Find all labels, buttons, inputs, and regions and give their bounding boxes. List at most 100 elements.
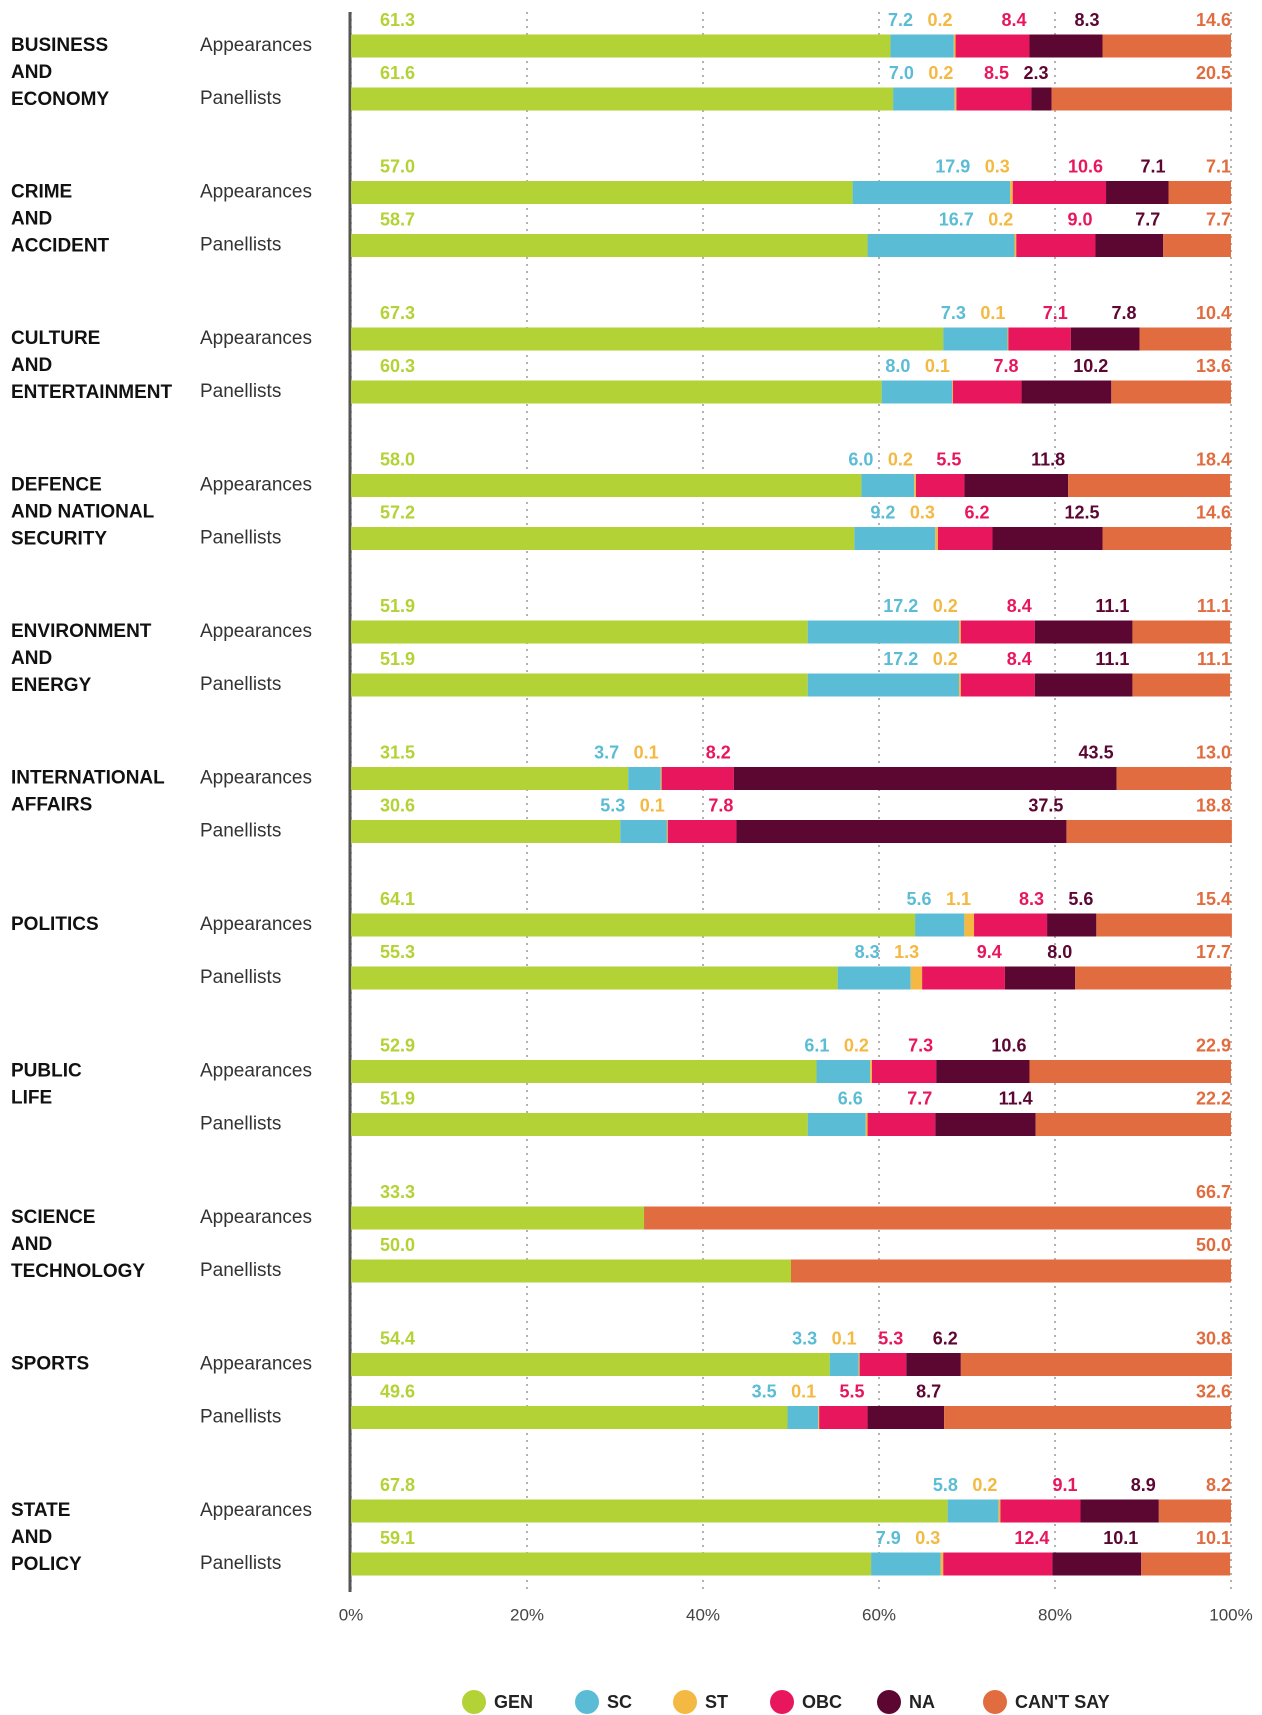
value-label: 11.8 [1031,449,1065,469]
category-label: Appearances [200,621,312,642]
bar-segment [351,527,855,550]
bar-segment [351,1113,808,1136]
bar-segment [893,87,955,111]
value-label: 61.6 [380,63,415,83]
value-label: 0.2 [844,1035,869,1055]
bar-segment [861,474,915,497]
category-label: Appearances [200,1354,312,1375]
value-label: 5.3 [878,1328,903,1348]
bar-segment [667,820,737,843]
category-label: Panellists [200,381,281,402]
group-label: AFFAIRS [11,795,92,816]
group-label: LIFE [11,1088,52,1109]
group-label: ACCIDENT [11,236,110,257]
value-label: 18.4 [1196,449,1231,469]
bar-segment [940,1552,944,1576]
bar-segment [944,1406,1231,1429]
category-label: Panellists [200,821,281,842]
bar-segment [351,1353,830,1376]
legend-swatch [770,1690,794,1714]
value-label: 59.1 [380,1528,415,1548]
bar-segment [956,87,1032,111]
bar-segment [787,1406,819,1429]
bar-segment [1034,673,1133,697]
group-label: POLITICS [11,914,99,935]
bar-segment [953,34,956,58]
value-label: 0.2 [933,649,958,669]
legend-swatch [983,1690,1007,1714]
category-label: Appearances [200,475,312,496]
value-label: 7.1 [1140,156,1165,176]
category-label: Appearances [200,1207,312,1228]
group-label: ENERGY [11,675,92,696]
group-label: STATE [11,1500,70,1521]
bar-segment [867,1406,945,1429]
value-label: 58.7 [380,209,415,229]
group-label: CULTURE [11,328,100,349]
bar-segment [1010,181,1013,204]
legend-label: ST [705,1692,728,1712]
bar-segment [351,34,891,58]
value-label: 7.1 [1206,156,1231,176]
bar-segment [807,1113,866,1136]
value-label: 49.6 [380,1381,415,1401]
bar-segment [955,34,1030,58]
bar-segment [952,380,1022,404]
value-label: 6.1 [804,1035,829,1055]
bar-segment [881,380,953,404]
legend-swatch [462,1690,486,1714]
bar-segment [1047,913,1097,937]
bar-segment [974,913,1048,937]
category-label: Appearances [200,35,312,56]
value-label: 0.1 [925,356,950,376]
value-label: 8.5 [984,63,1009,83]
bar-segment [914,474,916,497]
bar-segment [871,1060,937,1083]
value-label: 32.6 [1196,1381,1231,1401]
value-label: 22.9 [1196,1035,1231,1055]
group-label: SECURITY [11,529,107,550]
value-label: 1.1 [946,889,971,909]
value-label: 7.0 [889,63,914,83]
bar-segment [1066,820,1232,843]
value-label: 7.8 [708,795,733,815]
bar-segment [1116,767,1231,790]
bar-segment [1012,181,1107,204]
bar-segment [1051,87,1232,111]
value-label: 8.3 [1074,10,1099,30]
group-label: AND [11,209,52,230]
group-label: AND NATIONAL [11,502,155,523]
value-label: 6.2 [964,502,989,522]
group-label: AND [11,355,52,376]
bar-segment [854,527,936,550]
category-label: Panellists [200,1260,281,1281]
value-label: 10.1 [1196,1528,1231,1548]
bar-segment [1163,234,1231,257]
bar-segment [816,1060,871,1083]
value-label: 51.9 [380,649,415,669]
x-tick-label: 60% [862,1605,896,1624]
value-label: 8.0 [1047,942,1072,962]
value-label: 10.2 [1073,356,1108,376]
value-label: 0.1 [791,1381,816,1401]
bar-segment [661,767,734,790]
bar-segment [871,1552,941,1576]
value-label: 3.5 [752,1381,777,1401]
value-label: 66.7 [1196,1182,1231,1202]
bar-segment [1029,1060,1231,1083]
value-label: 11.1 [1095,649,1129,669]
value-label: 7.3 [908,1035,933,1055]
value-label: 43.5 [1079,742,1114,762]
value-label: 67.8 [380,1475,415,1495]
bar-segment [351,620,808,644]
bar-segment [351,327,944,351]
value-label: 17.2 [883,596,918,616]
legend-label: OBC [802,1692,842,1712]
value-label: 8.3 [855,942,880,962]
value-label: 50.0 [1196,1235,1231,1255]
value-label: 10.6 [991,1035,1026,1055]
value-label: 8.2 [1206,1475,1231,1495]
value-label: 20.5 [1196,63,1231,83]
legend-swatch [575,1690,599,1714]
group-label: ECONOMY [11,89,110,110]
